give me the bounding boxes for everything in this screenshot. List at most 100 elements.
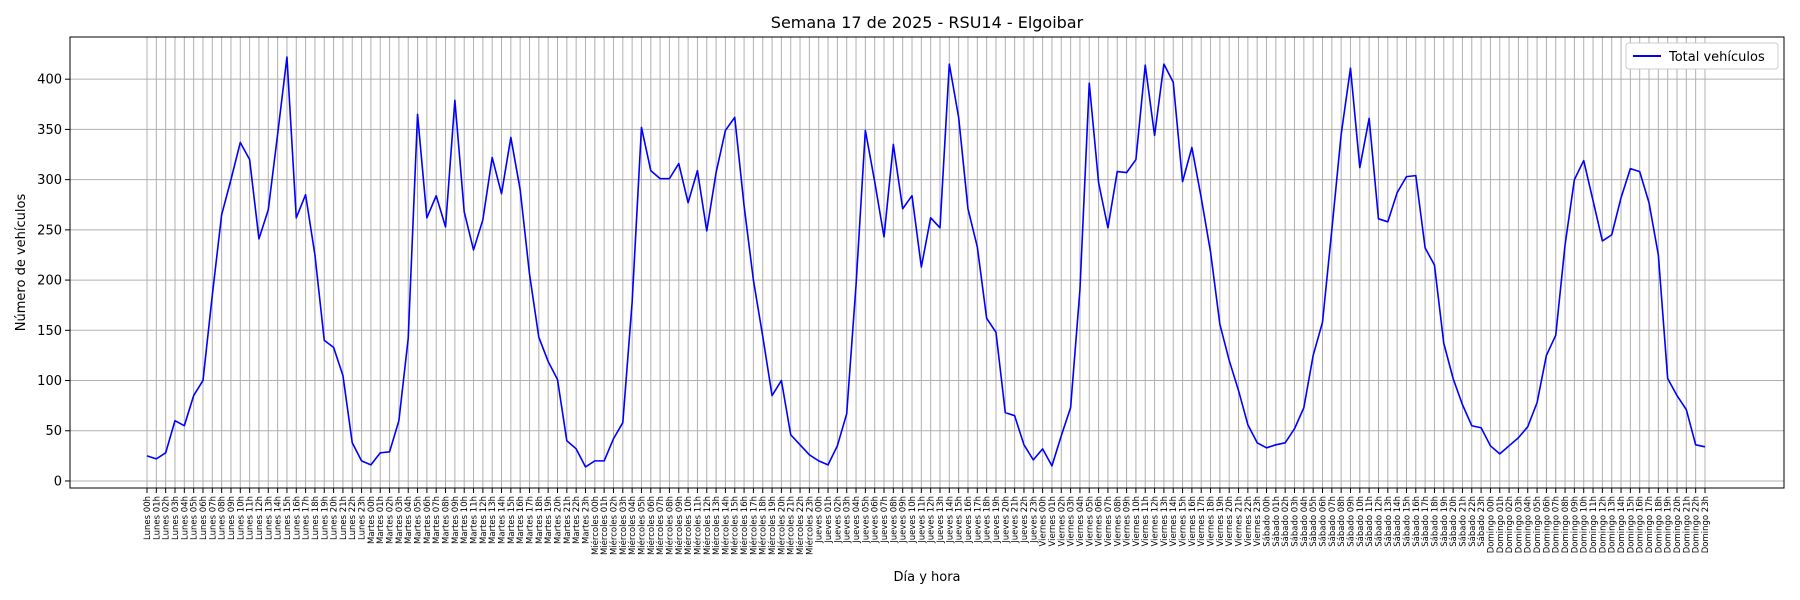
x-tick-label: Miércoles 19h	[767, 496, 778, 555]
x-tick-label: Viernes 16h	[1188, 496, 1198, 547]
x-tick-label: Viernes 05h	[1085, 496, 1095, 547]
x-tick-label: Jueves 01h	[824, 496, 834, 544]
x-tick-label: Miércoles 12h	[702, 496, 713, 555]
x-tick-label: Viernes 07h	[1104, 496, 1114, 547]
x-tick-label: Domingo 16h	[1636, 496, 1646, 553]
x-tick-label: Martes 19h	[544, 496, 554, 544]
x-tick-label: Lunes 19h	[320, 496, 330, 540]
x-tick-label: Lunes 22h	[348, 496, 358, 540]
x-tick-label: Viernes 18h	[1207, 496, 1217, 547]
x-tick-label: Domingo 10h	[1580, 496, 1590, 553]
x-tick-label: Miércoles 02h	[608, 496, 619, 555]
x-tick-label: Miércoles 16h	[739, 496, 750, 555]
x-tick-label: Viernes 17h	[1197, 496, 1207, 547]
x-tick-label: Jueves 20h	[1001, 496, 1011, 544]
x-tick-label: Miércoles 11h	[692, 496, 703, 555]
x-tick-label: Martes 15h	[507, 496, 517, 544]
x-tick-label: Sábado 13h	[1384, 496, 1394, 547]
x-tick-label: Viernes 00h	[1039, 496, 1049, 547]
x-tick-label: Jueves 02h	[833, 496, 843, 544]
x-tick-label: Domingo 05h	[1533, 496, 1543, 553]
y-tick-label: 0	[54, 474, 62, 489]
x-tick-label: Martes 01h	[376, 496, 386, 544]
x-tick-label: Domingo 18h	[1654, 496, 1664, 553]
x-tick-label: Domingo 15h	[1626, 496, 1636, 553]
x-tick-label: Viernes 08h	[1113, 496, 1123, 547]
x-tick-label: Lunes 18h	[311, 496, 321, 540]
x-tick-label: Jueves 18h	[983, 496, 993, 544]
x-tick-label: Domingo 02h	[1505, 496, 1515, 553]
x-tick-label: Miércoles 15h	[730, 496, 741, 555]
x-tick-label: Sábado 18h	[1430, 496, 1440, 547]
legend-entry: Total vehículos	[1668, 50, 1765, 65]
x-tick-label: Jueves 00h	[815, 496, 825, 544]
x-tick-label: Lunes 21h	[339, 496, 349, 540]
x-tick-label: Martes 11h	[470, 496, 480, 544]
x-tick-label: Sábado 07h	[1328, 496, 1338, 547]
x-tick-label: Viernes 01h	[1048, 496, 1058, 547]
x-tick-label: Sábado 20h	[1449, 496, 1459, 547]
x-tick-label: Sábado 12h	[1374, 496, 1384, 547]
x-tick-label: Jueves 21h	[1011, 496, 1021, 544]
x-tick-label: Domingo 07h	[1552, 496, 1562, 553]
x-tick-label: Jueves 04h	[852, 496, 862, 544]
x-tick-label: Viernes 10h	[1132, 496, 1142, 547]
x-tick-label: Domingo 11h	[1589, 496, 1599, 553]
x-tick-label: Domingo 13h	[1608, 496, 1618, 553]
x-tick-label: Martes 13h	[488, 496, 498, 544]
x-tick-label: Jueves 03h	[843, 496, 853, 544]
x-tick-label: Martes 06h	[423, 496, 433, 544]
x-tick-label: Domingo 20h	[1673, 496, 1683, 553]
x-tick-label: Martes 23h	[581, 496, 591, 544]
x-tick-label: Lunes 17h	[302, 496, 312, 540]
y-tick-label: 150	[37, 324, 62, 339]
x-tick-label: Miércoles 14h	[720, 496, 731, 555]
x-tick-label: Domingo 21h	[1682, 496, 1692, 553]
x-tick-label: Sábado 03h	[1291, 496, 1301, 547]
x-axis: Lunes 00h Lunes 01h Lunes 02h Lunes 03h Lune…	[143, 488, 1711, 555]
x-tick-label: Domingo 17h	[1645, 496, 1655, 553]
x-tick-label: Martes 21h	[563, 496, 573, 544]
x-tick-label: Martes 10h	[460, 496, 470, 544]
x-tick-label: Viernes 13h	[1160, 496, 1170, 547]
x-tick-label: Viernes 09h	[1123, 496, 1133, 547]
x-tick-label: Lunes 01h	[152, 496, 162, 540]
x-tick-label: Martes 14h	[498, 496, 508, 544]
x-tick-label: Lunes 03h	[171, 496, 181, 540]
x-tick-label: Miércoles 03h	[618, 496, 629, 555]
x-tick-label: Viernes 02h	[1057, 496, 1067, 547]
x-tick-label: Martes 22h	[572, 496, 582, 544]
x-tick-label: Viernes 15h	[1179, 496, 1189, 547]
x-tick-label: Lunes 07h	[208, 496, 218, 540]
x-tick-label: Martes 02h	[386, 496, 396, 544]
x-tick-label: Lunes 14h	[274, 496, 284, 540]
x-tick-label: Domingo 01h	[1496, 496, 1506, 553]
x-tick-label: Martes 18h	[535, 496, 545, 544]
x-tick-label: Miércoles 01h	[599, 496, 610, 555]
legend-box	[1625, 42, 1779, 70]
x-tick-label: Sábado 22h	[1468, 496, 1478, 547]
x-tick-label: Lunes 08h	[218, 496, 228, 540]
x-tick-label: Miércoles 10h	[683, 496, 694, 555]
x-tick-label: Jueves 16h	[964, 496, 974, 544]
x-tick-label: Sábado 15h	[1402, 496, 1412, 547]
plot-area	[70, 37, 1784, 488]
x-tick-label: Lunes 05h	[190, 496, 200, 540]
x-tick-label: Viernes 22h	[1244, 496, 1254, 547]
y-tick-label: 100	[37, 374, 62, 389]
x-tick-label: Sábado 23h	[1477, 496, 1487, 547]
x-tick-label: Miércoles 23h	[804, 496, 815, 555]
x-tick-label: Domingo 04h	[1524, 496, 1534, 553]
x-tick-label: Martes 05h	[414, 496, 424, 544]
x-tick-label: Lunes 02h	[162, 496, 172, 540]
x-tick-label: Sábado 09h	[1346, 496, 1356, 547]
x-tick-label: Lunes 20h	[330, 496, 340, 540]
x-tick-label: Jueves 14h	[945, 496, 955, 544]
x-tick-label: Sábado 16h	[1412, 496, 1422, 547]
x-tick-label: Lunes 15h	[283, 496, 293, 540]
x-tick-label: Sábado 05h	[1309, 496, 1319, 547]
x-tick-label: Lunes 10h	[236, 496, 246, 540]
x-tick-label: Viernes 23h	[1253, 496, 1263, 547]
x-tick-label: Martes 12h	[479, 496, 489, 544]
